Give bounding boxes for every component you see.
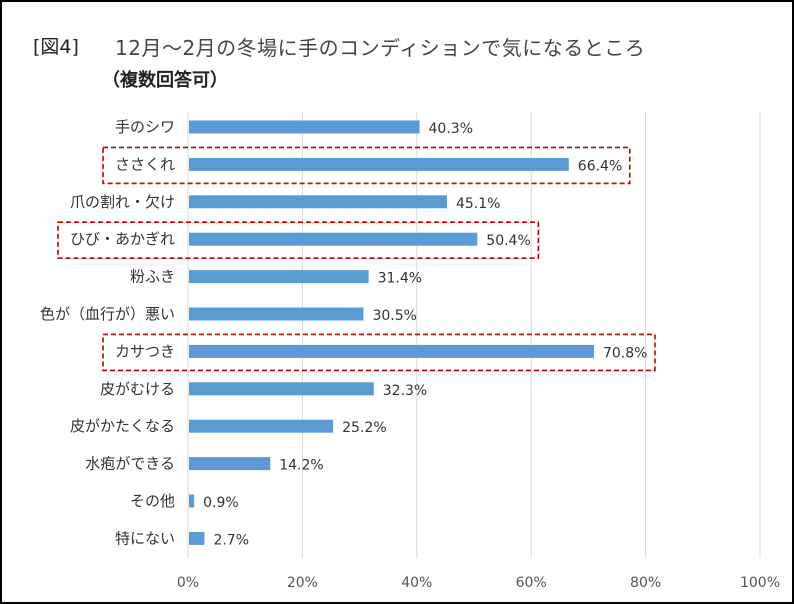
x-tick-label: 60% xyxy=(516,575,547,591)
category-label: その他 xyxy=(130,492,175,510)
chart-title: 12月～2月の冬場に手のコンディションで気になるところ xyxy=(115,36,646,60)
bar xyxy=(189,344,594,358)
category-label: 水疱ができる xyxy=(85,455,175,473)
data-label: 31.4% xyxy=(378,271,422,287)
x-tick-label: 40% xyxy=(401,575,432,591)
data-label: 40.3% xyxy=(429,121,473,137)
category-label: 皮がかたくなる xyxy=(70,417,175,435)
data-label: 45.1% xyxy=(456,196,500,212)
bar xyxy=(189,195,447,209)
data-label: 0.9% xyxy=(203,495,239,511)
x-tick-label: 80% xyxy=(630,575,661,591)
bar xyxy=(189,157,569,171)
bar xyxy=(189,270,369,284)
data-label: 70.8% xyxy=(603,345,647,361)
category-label: 皮がむける xyxy=(100,380,175,398)
bar xyxy=(189,494,195,508)
bar xyxy=(189,419,334,433)
category-label: カサつき xyxy=(115,342,175,360)
data-label: 30.5% xyxy=(372,308,416,324)
highlight-box xyxy=(57,221,540,259)
category-label: 特にない xyxy=(115,529,175,547)
x-tick-label: 0% xyxy=(177,575,199,591)
category-label: 色が（血行が）悪い xyxy=(40,305,175,323)
category-label: ささくれ xyxy=(115,155,175,173)
category-label: 爪の割れ・欠け xyxy=(70,193,175,211)
data-label: 2.7% xyxy=(213,532,249,548)
category-label: ひび・あかぎれ xyxy=(70,230,175,248)
bar xyxy=(189,457,271,471)
category-label: 粉ふき xyxy=(130,268,175,286)
bar xyxy=(189,232,478,246)
x-tick-label: 100% xyxy=(740,575,780,591)
bar xyxy=(189,382,374,396)
bar xyxy=(189,531,205,545)
figure-label: [図4] xyxy=(33,36,79,58)
highlight-box xyxy=(102,146,631,185)
data-label: 25.2% xyxy=(342,420,386,436)
data-label: 50.4% xyxy=(486,233,530,249)
chart-subtitle: （複数回答可） xyxy=(102,70,228,91)
bar xyxy=(189,307,364,321)
data-label: 14.2% xyxy=(279,458,323,474)
highlight-box xyxy=(102,333,656,372)
data-label: 32.3% xyxy=(383,383,427,399)
data-label: 66.4% xyxy=(578,158,622,174)
bar xyxy=(189,120,420,134)
category-label: 手のシワ xyxy=(115,118,175,136)
x-tick-label: 20% xyxy=(287,575,318,591)
